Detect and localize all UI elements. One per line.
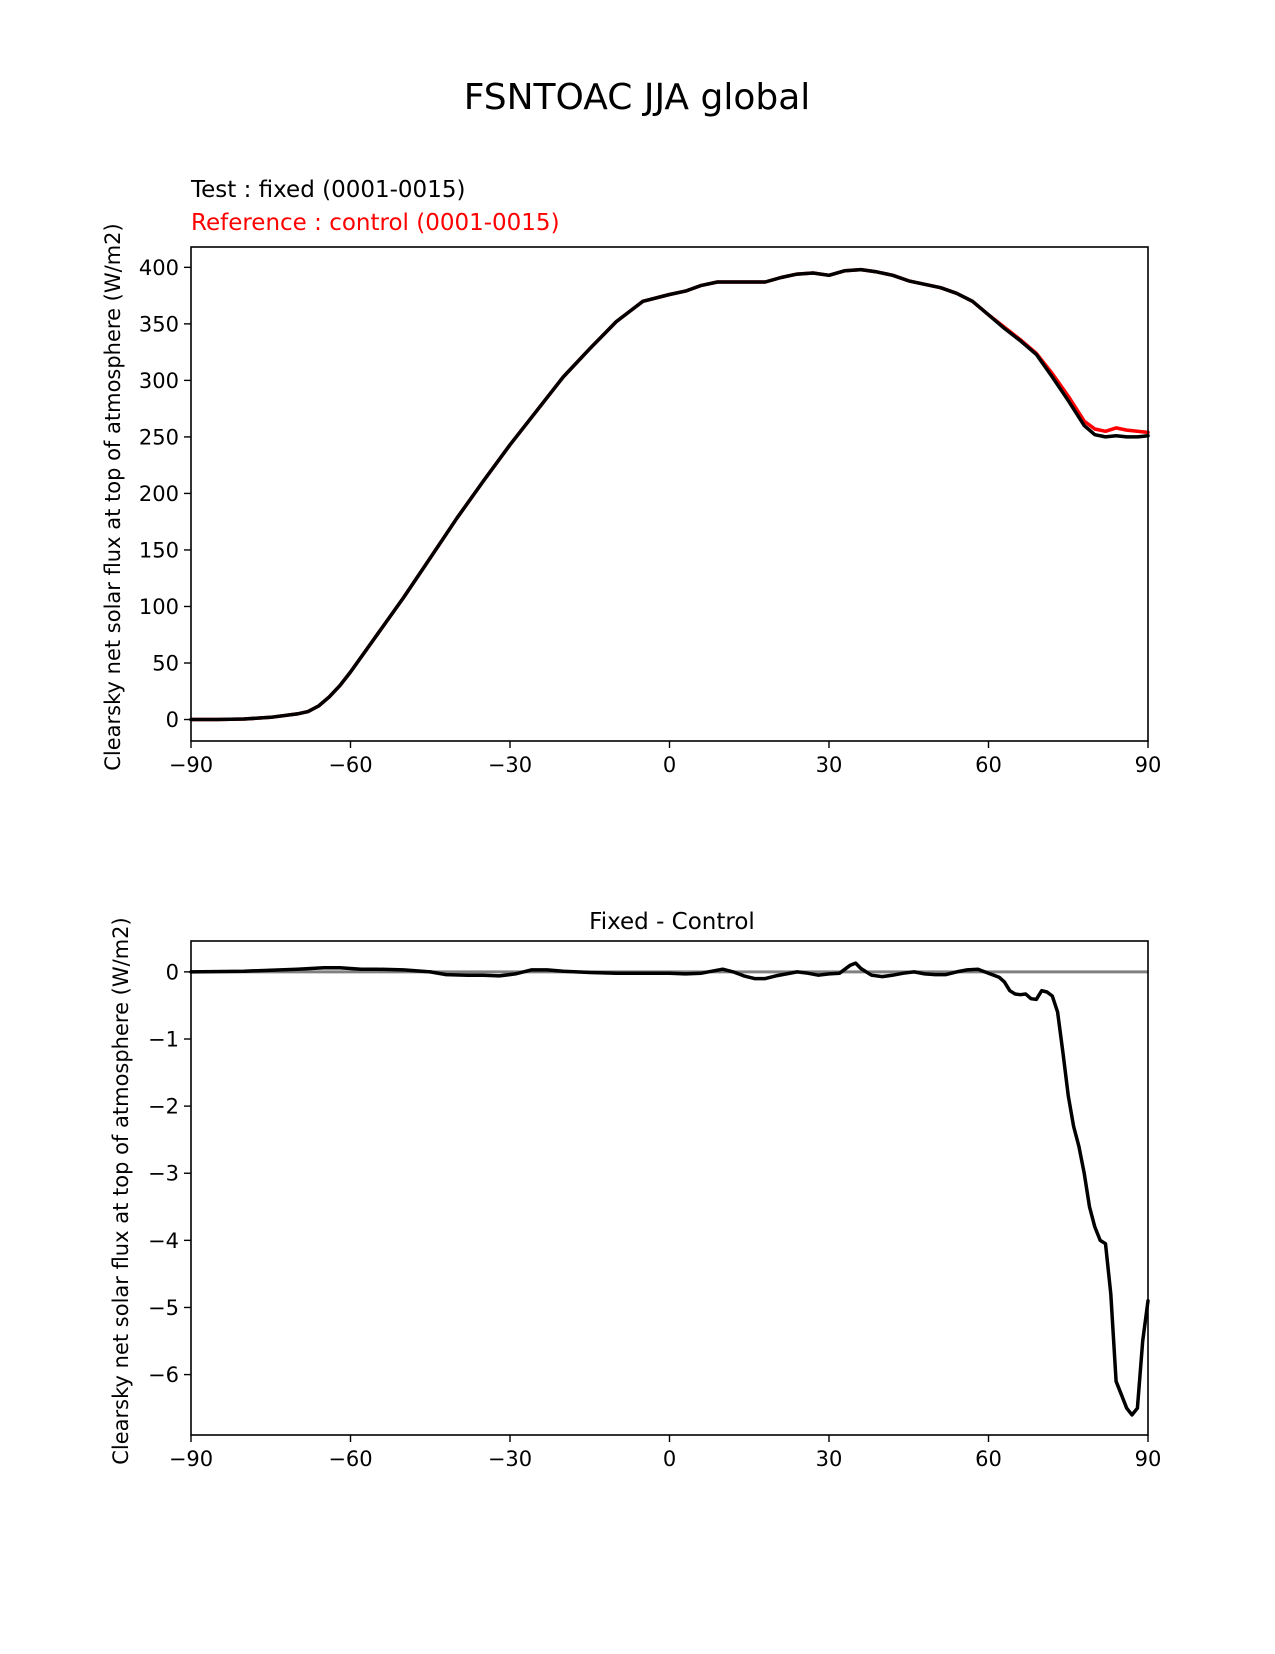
bottom-plot-frame	[190, 940, 1149, 1436]
bottom-y-tick-label: −4	[148, 1229, 179, 1253]
top-series-test	[189, 267, 1150, 722]
bottom-series-line-0	[189, 961, 1150, 1417]
top-x-tick-label: 90	[1135, 753, 1162, 777]
top-y-tick-label: 250	[139, 425, 179, 449]
top-y-axis-label: Clearsky net solar flux at top of atmosp…	[101, 223, 125, 770]
figure-title: FSNTOAC JJA global	[464, 77, 811, 118]
bottom-y-tick-label: 0	[166, 960, 179, 984]
bottom-x-tick-label: 60	[975, 1447, 1002, 1471]
top-y-tick-label: 150	[139, 538, 179, 562]
bottom-plot-area: −90 −60 −30 0 30 60 90 0 −1 −2 −3 −4 −5 −6	[148, 940, 1162, 1471]
top-y-tick-label: 400	[139, 256, 179, 280]
bottom-y-tick-label: −1	[148, 1027, 179, 1051]
bottom-y-axis-label-group: Clearsky net solar flux at top of atmosp…	[109, 917, 133, 1464]
bottom-y-tick-label: −2	[148, 1095, 179, 1119]
reference-label: Reference : control (0001-0015)	[191, 210, 560, 236]
bottom-x-tick-label: −30	[488, 1447, 532, 1471]
top-y-tick-label: 100	[139, 595, 179, 619]
top-series-reference	[189, 267, 1150, 722]
top-y-tick-label: 200	[139, 482, 179, 506]
bottom-chart: Fixed - Control Clearsky net solar flux …	[109, 909, 1161, 1471]
top-plot-frame	[190, 246, 1149, 742]
bottom-y-tick-label: −3	[148, 1162, 179, 1186]
top-plot-area: −90 −60 −30 0 30 60 90 0 50 100 150 200 250 300 350 400	[139, 246, 1162, 777]
top-y-tick-label: 350	[139, 312, 179, 336]
bottom-x-tick-label: 30	[816, 1447, 843, 1471]
top-y-tick-label: 50	[152, 652, 179, 676]
top-y-axis-label-group: Clearsky net solar flux at top of atmosp…	[101, 223, 125, 770]
bottom-y-tick-label: −5	[148, 1296, 179, 1320]
top-x-tick-label: 30	[816, 753, 843, 777]
bottom-x-tick-label: 90	[1135, 1447, 1162, 1471]
bottom-x-tick-label: −90	[169, 1447, 213, 1471]
top-y-tick-label: 300	[139, 369, 179, 393]
top-chart: Test : fixed (0001-0015) Reference : con…	[101, 177, 1161, 777]
bottom-chart-title: Fixed - Control	[589, 909, 755, 935]
top-x-tick-label: −30	[488, 753, 532, 777]
top-x-tick-label: −60	[328, 753, 372, 777]
top-x-tick-label: 60	[975, 753, 1002, 777]
bottom-x-tick-label: 0	[663, 1447, 676, 1471]
test-label: Test : fixed (0001-0015)	[190, 177, 465, 203]
top-x-tick-label: 0	[663, 753, 676, 777]
bottom-x-tick-label: −60	[328, 1447, 372, 1471]
top-y-tick-label: 0	[166, 708, 179, 732]
bottom-y-tick-label: −6	[148, 1363, 179, 1387]
bottom-y-axis-label: Clearsky net solar flux at top of atmosp…	[109, 917, 133, 1464]
top-x-tick-label: −90	[169, 753, 213, 777]
